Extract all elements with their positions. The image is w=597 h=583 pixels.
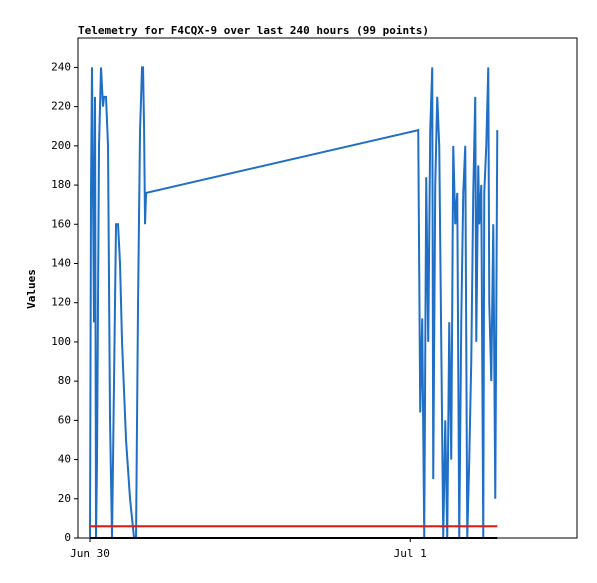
y-tick-label: 240 xyxy=(51,60,71,73)
chart-title: Telemetry for F4CQX-9 over last 240 hour… xyxy=(78,24,429,37)
series-line xyxy=(89,66,499,539)
x-tick-label: Jun 30 xyxy=(70,547,110,560)
plot-frame xyxy=(77,37,578,539)
y-tick-label: 40 xyxy=(58,453,71,466)
x-tick-label: Jul 1 xyxy=(394,547,427,560)
y-axis-label: Values xyxy=(25,269,38,309)
y-tick-label: 100 xyxy=(51,335,71,348)
y-tick-label: 140 xyxy=(51,256,71,269)
y-tick-label: 220 xyxy=(51,100,71,113)
y-tick-label: 80 xyxy=(58,374,71,387)
y-tick-label: 200 xyxy=(51,139,71,152)
y-tick-label: 160 xyxy=(51,217,71,230)
y-tick-label: 180 xyxy=(51,178,71,191)
y-tick-label: 20 xyxy=(58,492,71,505)
y-tick-label: 120 xyxy=(51,296,71,309)
y-tick-label: 0 xyxy=(64,531,71,544)
y-tick-label: 60 xyxy=(58,413,71,426)
